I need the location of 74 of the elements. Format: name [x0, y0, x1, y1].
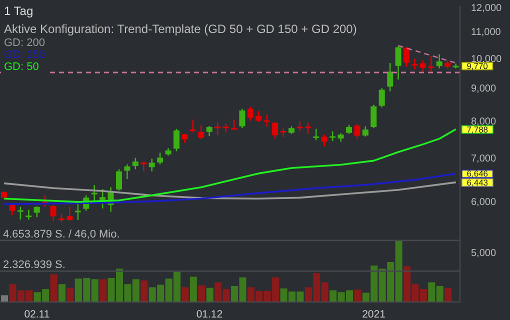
bar	[444, 288, 452, 302]
candlestick	[140, 161, 147, 172]
candlestick	[296, 120, 303, 132]
text: GD: 200	[4, 37, 45, 49]
candlestick	[420, 60, 426, 72]
candlestick	[116, 168, 122, 192]
candlestick	[362, 126, 368, 138]
y-tick-label: 11,000	[471, 27, 502, 38]
candlestick	[74, 202, 81, 221]
candlestick	[17, 206, 24, 220]
bar	[1, 295, 8, 302]
candlestick	[198, 124, 204, 140]
candlestick	[239, 108, 246, 129]
text: GD: 50	[4, 61, 40, 73]
candlestick	[264, 114, 270, 128]
candlestick	[378, 88, 385, 108]
candlestick	[190, 119, 196, 134]
y-tick-label: 9,000	[471, 83, 496, 94]
x-tick-label: 01.12	[196, 308, 223, 320]
bar	[190, 276, 197, 302]
bar	[206, 288, 214, 302]
ref-line-label: 2.326.939 S.	[3, 259, 66, 272]
ref-line-label: 4.653.879 S. / 46,0 Mio.	[3, 228, 120, 240]
candlestick	[222, 123, 229, 134]
candlestick	[330, 130, 336, 142]
candlestick	[272, 121, 278, 140]
line-series	[3, 172, 457, 206]
bar	[100, 279, 107, 302]
bar	[198, 285, 206, 302]
candlestick	[66, 206, 73, 222]
data-label: 6,646	[466, 168, 488, 179]
candlestick	[174, 128, 180, 152]
bar	[182, 287, 189, 302]
x-tick-label: 02.11	[24, 308, 50, 320]
candlestick	[304, 122, 311, 135]
x-tick-label: 2021	[362, 308, 386, 320]
candlestick	[124, 164, 130, 180]
bar	[66, 288, 74, 302]
text: Aktive Konfiguration: Trend-Template (GD 50 + GD 150 + GD 200)	[4, 22, 357, 36]
bar	[50, 274, 58, 302]
candlestick	[91, 184, 98, 202]
candlestick	[321, 134, 328, 147]
line-series	[3, 181, 457, 200]
candlestick	[395, 45, 402, 80]
candlestick	[206, 125, 212, 137]
y-tick-label: 6,000	[471, 196, 496, 208]
candlestick	[313, 128, 320, 141]
candlestick	[50, 204, 56, 222]
candlestick	[370, 104, 377, 129]
y-tick-label: 12,000	[471, 2, 502, 14]
candlestick	[34, 206, 40, 218]
bar	[140, 280, 148, 302]
bar	[354, 290, 362, 302]
candlestick	[354, 123, 360, 140]
candlestick	[436, 54, 442, 70]
candlestick	[280, 128, 286, 138]
candlestick	[157, 152, 164, 165]
chart-title: 1 Tag	[4, 4, 34, 18]
y-tick-label: 7,000	[471, 154, 496, 165]
candlestick	[404, 46, 410, 68]
candlestick	[256, 110, 262, 122]
bar	[58, 284, 66, 302]
y-tick-label: 5,000	[471, 248, 496, 259]
candlestick	[214, 122, 221, 136]
candlestick	[148, 158, 155, 172]
text: GD: 150	[4, 49, 45, 61]
candlestick	[231, 119, 237, 130]
data-label: 6,443	[466, 177, 488, 188]
candlestick	[428, 55, 434, 72]
candlestick	[132, 157, 138, 170]
candlestick	[387, 62, 394, 92]
candlestick	[412, 58, 418, 70]
candlestick	[26, 209, 32, 220]
candlestick	[247, 106, 254, 122]
